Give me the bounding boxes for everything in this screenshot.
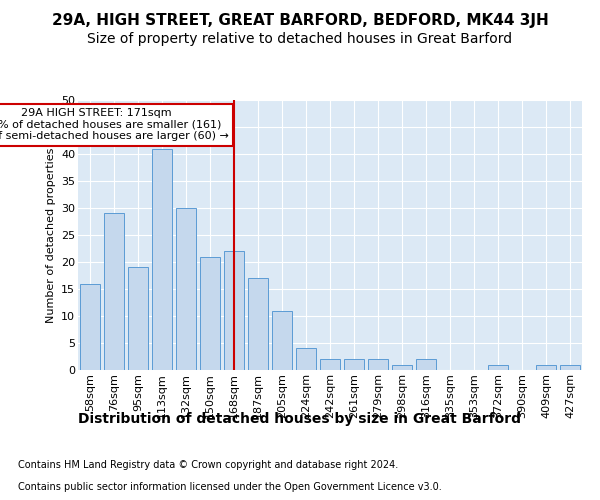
Bar [200, 256, 220, 370]
Bar [104, 214, 124, 370]
Bar [320, 359, 340, 370]
Text: 29A, HIGH STREET, GREAT BARFORD, BEDFORD, MK44 3JH: 29A, HIGH STREET, GREAT BARFORD, BEDFORD… [52, 12, 548, 28]
Bar [248, 278, 268, 370]
Bar [296, 348, 316, 370]
Bar [536, 364, 556, 370]
Bar [392, 364, 412, 370]
Bar [176, 208, 196, 370]
Text: Size of property relative to detached houses in Great Barford: Size of property relative to detached ho… [88, 32, 512, 46]
Text: Distribution of detached houses by size in Great Barford: Distribution of detached houses by size … [79, 412, 521, 426]
Bar [152, 148, 172, 370]
Bar [344, 359, 364, 370]
Bar [224, 251, 244, 370]
Bar [80, 284, 100, 370]
Text: 29A HIGH STREET: 171sqm
← 73% of detached houses are smaller (161)
27% of semi-d: 29A HIGH STREET: 171sqm ← 73% of detache… [0, 108, 229, 142]
Bar [488, 364, 508, 370]
Y-axis label: Number of detached properties: Number of detached properties [46, 148, 56, 322]
Text: Contains HM Land Registry data © Crown copyright and database right 2024.: Contains HM Land Registry data © Crown c… [18, 460, 398, 470]
Bar [272, 310, 292, 370]
Bar [368, 359, 388, 370]
Text: Contains public sector information licensed under the Open Government Licence v3: Contains public sector information licen… [18, 482, 442, 492]
Bar [128, 268, 148, 370]
Bar [416, 359, 436, 370]
Bar [560, 364, 580, 370]
